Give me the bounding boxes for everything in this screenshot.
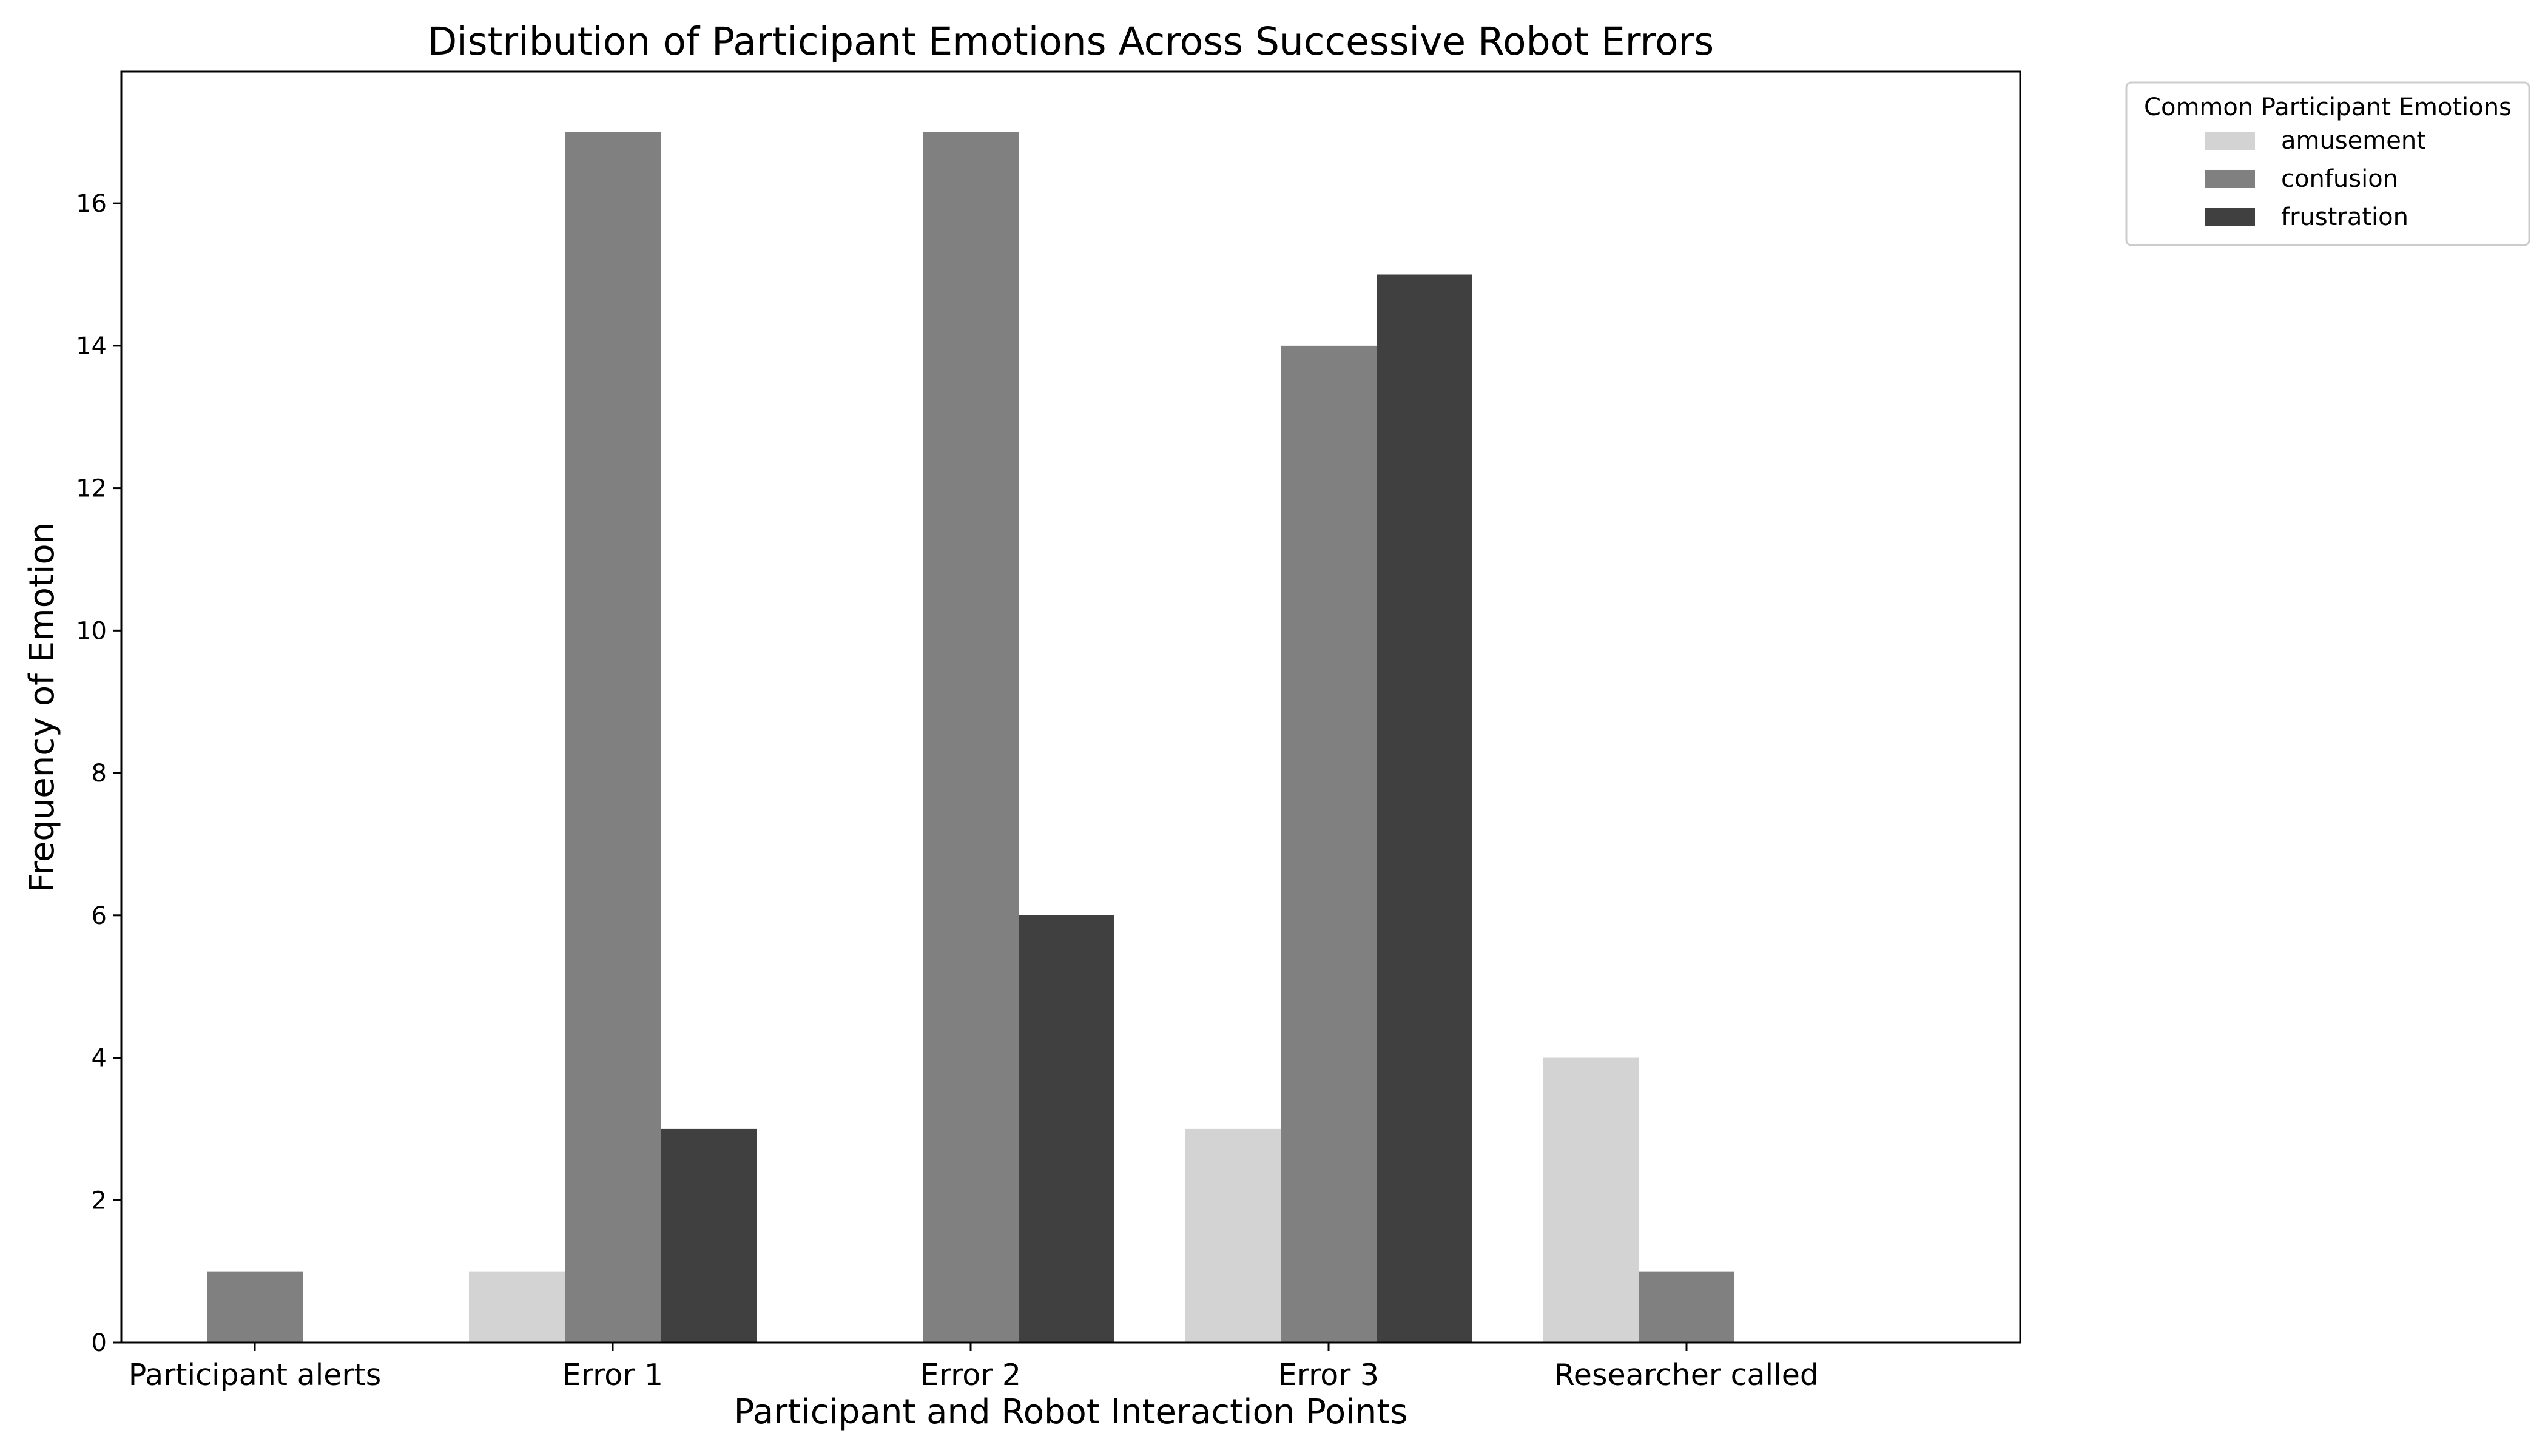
bar-confusion-3 xyxy=(1281,345,1377,1343)
x-axis: Participant alerts Error 1 Error 2 Error 3 R… xyxy=(129,1343,1819,1392)
legend-label-confusion: confusion xyxy=(2281,165,2398,193)
legend-swatch-confusion xyxy=(2205,170,2255,188)
legend-swatch-amusement xyxy=(2205,132,2255,150)
legend-frame xyxy=(2125,81,2530,246)
bar-confusion-2 xyxy=(923,132,1019,1343)
legend-label-amusement: amusement xyxy=(2281,127,2426,155)
y-axis: 0 2 4 6 8 10 12 14 16 xyxy=(76,190,121,1357)
bar-confusion-1 xyxy=(565,132,661,1343)
y-tick-label: 4 xyxy=(92,1045,107,1073)
x-axis-label: Participant and Robot Interaction Points xyxy=(734,1392,1408,1432)
y-tick-label: 0 xyxy=(92,1329,107,1357)
legend-items: amusement confusion frustration xyxy=(2205,127,2426,231)
bar-frustration-1 xyxy=(661,1128,757,1343)
bar-amusement-1 xyxy=(469,1271,565,1343)
y-axis-label: Frequency of Emotion xyxy=(22,522,62,892)
y-tick-label: 8 xyxy=(92,760,107,787)
x-tick-label: Researcher called xyxy=(1554,1358,1819,1392)
legend: Common Participant Emotions amusement con… xyxy=(2125,81,2530,246)
bars-group xyxy=(207,132,1734,1343)
bar-frustration-3 xyxy=(1377,274,1472,1343)
legend-title: Common Participant Emotions xyxy=(2144,93,2512,121)
y-tick-label: 2 xyxy=(92,1187,107,1215)
bar-frustration-2 xyxy=(1019,915,1114,1343)
x-tick-label: Error 2 xyxy=(920,1358,1021,1392)
legend-swatch-frustration xyxy=(2205,208,2255,226)
bar-confusion-0 xyxy=(207,1271,303,1343)
bar-confusion-4 xyxy=(1639,1271,1734,1343)
bar-amusement-4 xyxy=(1543,1057,1639,1343)
y-tick-label: 6 xyxy=(92,902,107,930)
plot-frame xyxy=(120,70,2021,1344)
x-tick-label: Error 1 xyxy=(562,1358,663,1392)
y-tick-label: 14 xyxy=(76,332,107,360)
y-tick-label: 10 xyxy=(76,617,107,645)
chart-title: Distribution of Participant Emotions Acr… xyxy=(428,19,1714,64)
legend-label-frustration: frustration xyxy=(2281,203,2408,231)
x-tick-label: Error 3 xyxy=(1278,1358,1379,1392)
bar-amusement-3 xyxy=(1185,1128,1281,1343)
y-tick-label: 16 xyxy=(76,190,107,218)
x-tick-label: Participant alerts xyxy=(129,1358,382,1392)
y-tick-label: 12 xyxy=(76,475,107,503)
